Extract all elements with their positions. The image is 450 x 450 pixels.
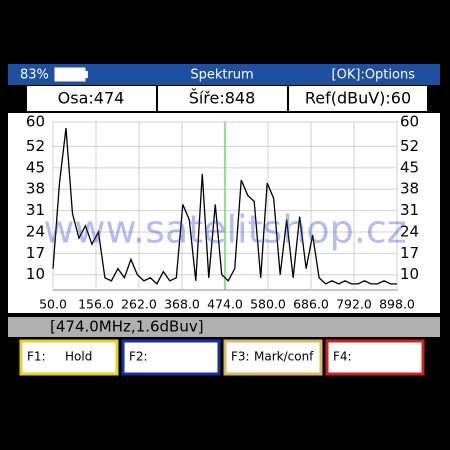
y-tick-label: 60 — [400, 113, 419, 131]
x-tick-label: 686.0 — [293, 297, 329, 312]
y-tick-label: 31 — [26, 201, 45, 219]
battery-level: 83% — [20, 68, 49, 83]
function-key-label: F2: — [129, 350, 148, 364]
function-key-action: Hold — [65, 350, 92, 364]
y-tick-label: 31 — [400, 201, 419, 219]
function-key[interactable] — [325, 339, 425, 376]
x-tick-label: 156.0 — [78, 297, 114, 312]
span-field: Šíře:848 — [189, 89, 256, 108]
battery-tip — [85, 71, 88, 78]
plot: 60 60 52 52 45 45 38 38 31 31 24 24 17 17 10 10 50.0 156.… — [26, 113, 419, 312]
function-key-action: Mark/conf — [254, 350, 314, 364]
field-box — [158, 86, 287, 111]
y-tick-label: 52 — [26, 137, 45, 155]
function-key-label: F1: — [27, 350, 46, 364]
field-box — [289, 86, 427, 111]
screen-title: Spektrum — [190, 68, 253, 83]
options-hint: [OK]:Options — [332, 68, 416, 83]
function-key[interactable] — [121, 339, 221, 376]
x-tick-label: 262.0 — [121, 297, 157, 312]
battery-icon — [54, 67, 86, 82]
x-tick-label: 580.0 — [250, 297, 286, 312]
center-field: Osa:474 — [58, 89, 125, 108]
y-tick-label: 17 — [26, 244, 45, 262]
y-tick-label: 24 — [400, 222, 419, 240]
status-bar — [8, 64, 440, 85]
x-tick-label: 368.0 — [164, 297, 200, 312]
y-tick-label: 45 — [26, 158, 45, 176]
x-tick-label: 898.0 — [379, 297, 415, 312]
function-key-label: F3: — [231, 350, 250, 364]
y-tick-label: 38 — [400, 180, 419, 198]
function-key[interactable] — [19, 339, 119, 376]
ref-field: Ref(dBuV):60 — [305, 89, 411, 108]
y-tick-label: 38 — [26, 180, 45, 198]
watermark: www.satelitshop.cz — [43, 208, 406, 252]
function-key[interactable] — [223, 339, 323, 376]
x-tick-label: 474.0 — [207, 297, 243, 312]
y-tick-label: 45 — [400, 158, 419, 176]
field-box — [27, 86, 156, 111]
x-tick-label: 50.0 — [39, 297, 67, 312]
y-tick-label: 60 — [26, 113, 45, 131]
x-tick-label: 792.0 — [336, 297, 372, 312]
y-tick-label: 24 — [26, 222, 45, 240]
y-tick-label: 10 — [400, 265, 419, 283]
function-key-label: F4: — [333, 350, 352, 364]
y-tick-label: 10 — [26, 265, 45, 283]
readout-bar — [8, 317, 440, 337]
spectrum-trace — [52, 128, 397, 285]
y-tick-label: 52 — [400, 137, 419, 155]
readout: [474.0MHz,1.6dBuv] — [50, 318, 204, 336]
y-tick-label: 17 — [400, 244, 419, 262]
